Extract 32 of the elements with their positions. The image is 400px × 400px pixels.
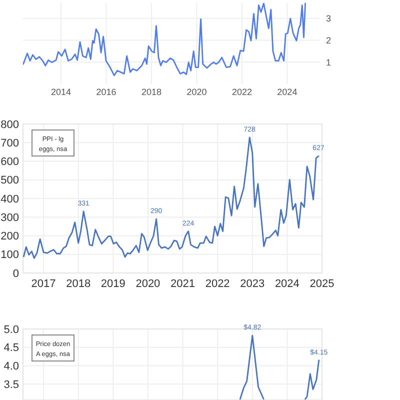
y2-tick-label: 3	[326, 13, 332, 24]
x-tick-label: 2016	[96, 87, 116, 97]
x-tick-label: 2024	[274, 278, 300, 290]
y-tick-label: 0	[12, 268, 19, 280]
x-tick-label: 2022	[232, 87, 252, 97]
x-tick-label: 2018	[141, 87, 162, 97]
y-tick-label: 600	[0, 156, 19, 168]
y-tick-label: 300	[0, 212, 19, 224]
y2-tick-label: 1	[326, 57, 332, 68]
x-tick-label: 2025	[310, 278, 334, 290]
x-tick-label: 2024	[277, 87, 298, 97]
y-tick-label: 700	[0, 137, 19, 150]
x-tick-label: 2023	[240, 278, 265, 290]
y-tick-label: 500	[0, 174, 19, 187]
y-tick-label: 4.5	[4, 342, 19, 354]
y2-tick-label: 2	[326, 35, 332, 46]
x-tick-label: 2022	[205, 278, 230, 290]
y-tick-label: 100	[0, 249, 19, 262]
y-tick-label: 800	[0, 118, 19, 131]
y-tick-label: 3.5	[4, 379, 19, 392]
x-tick-label: 2017	[31, 278, 56, 290]
line-series	[23, 2, 306, 76]
x-tick-label: 2021	[170, 278, 196, 290]
y-tick-label: 4.0	[4, 360, 19, 373]
x-tick-label: 2020	[136, 278, 160, 290]
x-tick-label: 2014	[50, 87, 72, 97]
x-tick-label: 2019	[100, 278, 126, 290]
y-tick-label: 5.0	[4, 324, 19, 336]
y-tick-label: 200	[0, 230, 19, 243]
y-tick-label: 400	[0, 193, 19, 206]
x-tick-label: 2020	[186, 87, 207, 97]
x-tick-label: 2018	[66, 278, 91, 290]
